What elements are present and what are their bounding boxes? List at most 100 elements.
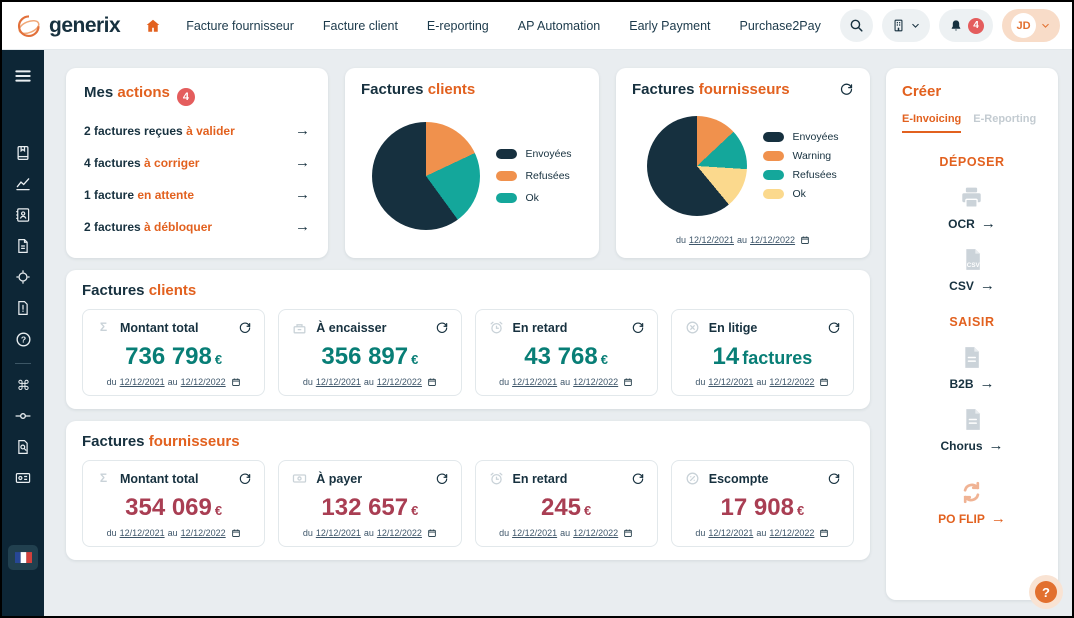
date-range[interactable]: du 12/12/2021 au 12/12/2022 — [291, 377, 448, 387]
stat-a-payer[interactable]: À payer 132 657 € du 12/12/2021 au 12/12/202… — [278, 460, 462, 547]
mes-actions-title: Mes actions 4 — [84, 84, 310, 106]
document-search-icon[interactable] — [10, 434, 36, 460]
main-content: Mes actions 4 2 factures reçues à valider… — [44, 50, 1072, 616]
stat-en-litige[interactable]: En litige 14 factures du 12/12/2021 au 12/12… — [670, 309, 854, 396]
brand-name: generix — [49, 13, 121, 37]
date-range[interactable]: du 12/12/2021 au 12/12/2022 — [291, 528, 448, 538]
payment-icon[interactable] — [10, 465, 36, 491]
arrow-right-icon: → — [990, 510, 1006, 527]
book-icon[interactable] — [10, 140, 36, 166]
menu-icon[interactable] — [10, 63, 36, 89]
date-range[interactable]: du 12/12/2021 au 12/12/2022 — [488, 377, 645, 387]
arrow-right-icon: → — [295, 186, 310, 203]
legend-swatch — [496, 148, 518, 159]
top-navbar: generix Facture fournisseur Facture clie… — [2, 2, 1072, 50]
date-range[interactable]: du 12/12/2021 au 12/12/2022 — [95, 528, 252, 538]
nav-ap-automation[interactable]: AP Automation — [517, 18, 601, 33]
date-range[interactable]: du 12/12/2021 au 12/12/2022 — [632, 235, 854, 245]
legend-swatch — [763, 189, 785, 199]
clients-pie-legend: Envoyées Refusées Ok — [496, 148, 572, 204]
action-a-valider[interactable]: 2 factures reçues à valider → — [84, 123, 310, 138]
calendar-icon — [820, 529, 829, 537]
nav-purchase2pay[interactable]: Purchase2Pay — [739, 18, 821, 33]
date-range[interactable]: du 12/12/2021 au 12/12/2022 — [684, 377, 841, 387]
sigma-icon: Σ — [95, 470, 112, 487]
stat-en-retard-fournisseurs[interactable]: En retard 245 € du 12/12/2021 au 12/12/2022 — [474, 460, 658, 547]
refresh-button[interactable] — [435, 321, 449, 335]
help-button[interactable]: ? — [1029, 575, 1063, 609]
language-selector[interactable] — [8, 545, 38, 570]
legend-swatch — [496, 192, 518, 203]
document-alert-icon[interactable] — [10, 295, 36, 321]
section-title: Factures clients — [82, 282, 197, 299]
date-range[interactable]: du 12/12/2021 au 12/12/2022 — [684, 528, 841, 538]
action-en-attente[interactable]: 1 facture en attente → — [84, 187, 310, 202]
help-icon[interactable]: ? — [10, 326, 36, 352]
refresh-button[interactable] — [631, 321, 645, 335]
nav-facture-fournisseur[interactable]: Facture fournisseur — [186, 18, 294, 33]
legend-item: Ok — [496, 192, 571, 204]
action-a-debloquer[interactable]: 2 factures à débloquer → — [84, 219, 310, 234]
target-icon[interactable] — [10, 264, 36, 290]
banknote-icon — [291, 470, 308, 487]
notifications-button[interactable]: 4 — [939, 9, 993, 42]
legend-swatch — [496, 170, 518, 181]
clients-pie-chart[interactable] — [372, 121, 481, 230]
stat-montant-total-fournisseurs[interactable]: Σ Montant total 354 069 € du 12/12/2021 au 1… — [82, 460, 266, 547]
document-icon[interactable] — [10, 233, 36, 259]
calendar-icon — [624, 378, 632, 386]
nav-e-reporting[interactable]: E-reporting — [426, 18, 489, 33]
stat-value: 43 768 € — [524, 343, 608, 370]
chart-icon[interactable] — [10, 171, 36, 197]
action-a-corriger[interactable]: 4 factures à corriger → — [84, 155, 310, 170]
csv-file-icon: CSV — [959, 246, 986, 273]
fournisseurs-pie-chart[interactable] — [647, 115, 748, 216]
legend-item: Envoyées — [496, 148, 572, 160]
stat-en-retard-clients[interactable]: En retard 43 768 € du 12/12/2021 au 12/12/20… — [474, 309, 658, 396]
date-range[interactable]: du 12/12/2021 au 12/12/2022 — [488, 528, 645, 538]
organization-selector[interactable] — [882, 9, 930, 42]
stat-escompte[interactable]: Escompte 17 908 € du 12/12/2021 au 12/12/202… — [670, 460, 854, 547]
home-icon[interactable] — [144, 17, 162, 35]
search-button[interactable] — [840, 9, 873, 42]
main-nav: Facture fournisseur Facture client E-rep… — [186, 19, 840, 33]
bell-icon — [951, 19, 961, 30]
calendar-icon — [231, 378, 240, 386]
tab-e-invoicing[interactable]: E-Invoicing — [902, 113, 962, 133]
calendar-icon — [428, 378, 436, 386]
csv-action[interactable]: CSV CSV → — [949, 246, 995, 293]
stat-value: 14 factures — [712, 343, 813, 370]
date-range[interactable]: du 12/12/2021 au 12/12/2022 — [95, 377, 252, 387]
svg-text:Σ: Σ — [100, 320, 107, 334]
contacts-icon[interactable] — [10, 202, 36, 228]
building-icon — [894, 19, 903, 32]
command-icon[interactable]: ⌘ — [10, 372, 36, 398]
user-menu[interactable]: JD — [1002, 9, 1060, 42]
stat-a-encaisser[interactable]: À encaisser 356 897 € du 12/12/2021 au 12/12… — [278, 309, 462, 396]
saisir-heading: SAISIR — [949, 315, 995, 329]
arrow-right-icon: → — [979, 375, 995, 392]
nav-facture-client[interactable]: Facture client — [322, 18, 398, 33]
refresh-button[interactable] — [631, 472, 645, 486]
sidebar-divider — [15, 363, 31, 364]
navbar-actions: 4 JD — [840, 9, 1060, 42]
document-icon — [959, 406, 986, 433]
commit-icon[interactable] — [10, 403, 36, 429]
b2b-action[interactable]: B2B → — [949, 344, 995, 392]
stat-montant-total-clients[interactable]: Σ Montant total 736 798 € du 12/12/2021 au 1… — [82, 309, 266, 396]
refresh-button[interactable] — [435, 472, 449, 486]
legend-swatch — [763, 170, 785, 180]
chevron-down-icon — [1042, 23, 1049, 28]
po-flip-action[interactable]: PO FLIP → — [938, 479, 1006, 526]
percent-icon — [684, 470, 701, 487]
nav-early-payment[interactable]: Early Payment — [629, 18, 711, 33]
brand-logo[interactable]: generix — [16, 13, 121, 39]
ocr-action[interactable]: OCR → — [948, 184, 996, 231]
refresh-button[interactable] — [827, 472, 841, 486]
refresh-button[interactable] — [238, 321, 252, 335]
refresh-button[interactable] — [839, 82, 854, 97]
refresh-button[interactable] — [238, 472, 252, 486]
chorus-action[interactable]: Chorus → — [941, 406, 1004, 453]
refresh-button[interactable] — [827, 321, 841, 335]
tab-e-reporting[interactable]: E-Reporting — [973, 113, 1037, 125]
